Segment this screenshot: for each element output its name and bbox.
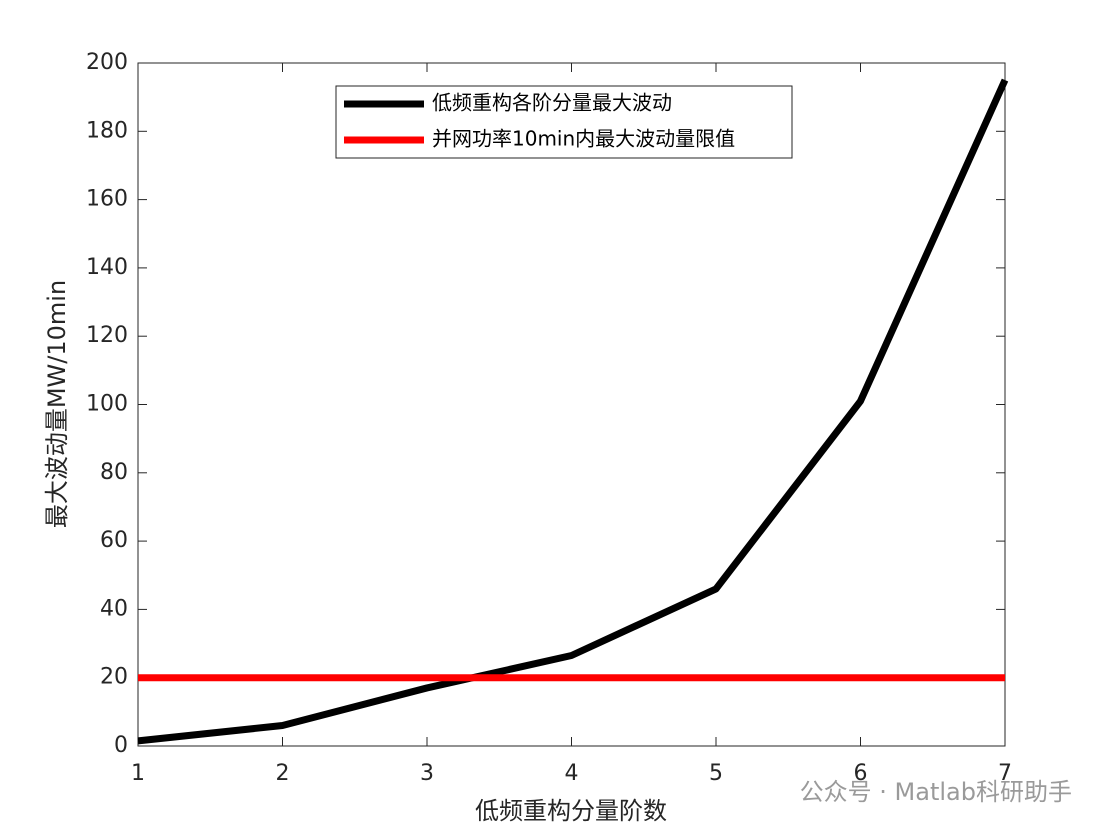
watermark: 公众号 · Matlab科研助手 <box>800 778 1072 806</box>
x-tick-label: 6 <box>854 761 868 786</box>
y-tick-label: 180 <box>86 118 128 143</box>
x-axis-label: 低频重构分量阶数 <box>475 797 667 825</box>
plot-area <box>137 62 1006 747</box>
series-line <box>137 78 1009 745</box>
legend-box <box>335 85 793 159</box>
legend-label: 低频重构各阶分量最大波动 <box>432 91 672 115</box>
y-tick-label: 40 <box>100 596 128 621</box>
y-tick-label: 0 <box>114 733 128 758</box>
x-tick-label: 7 <box>998 761 1012 786</box>
y-axis-label: 最大波动量MW/10min <box>43 280 71 528</box>
x-tick-label: 2 <box>276 761 290 786</box>
y-tick-label: 80 <box>100 460 128 485</box>
y-tick-label: 160 <box>86 187 128 212</box>
y-tick-label: 140 <box>86 255 128 280</box>
y-tick-label: 120 <box>86 323 128 348</box>
x-tick-label: 1 <box>131 761 145 786</box>
y-tick-label: 100 <box>86 392 128 417</box>
y-tick-label: 200 <box>86 50 128 75</box>
x-tick-label: 5 <box>709 761 723 786</box>
y-tick-label: 60 <box>100 528 128 553</box>
x-tick-label: 3 <box>420 761 434 786</box>
x-tick-label: 4 <box>565 761 579 786</box>
legend-label: 并网功率10min内最大波动量限值 <box>432 127 735 151</box>
y-tick-label: 20 <box>100 665 128 690</box>
